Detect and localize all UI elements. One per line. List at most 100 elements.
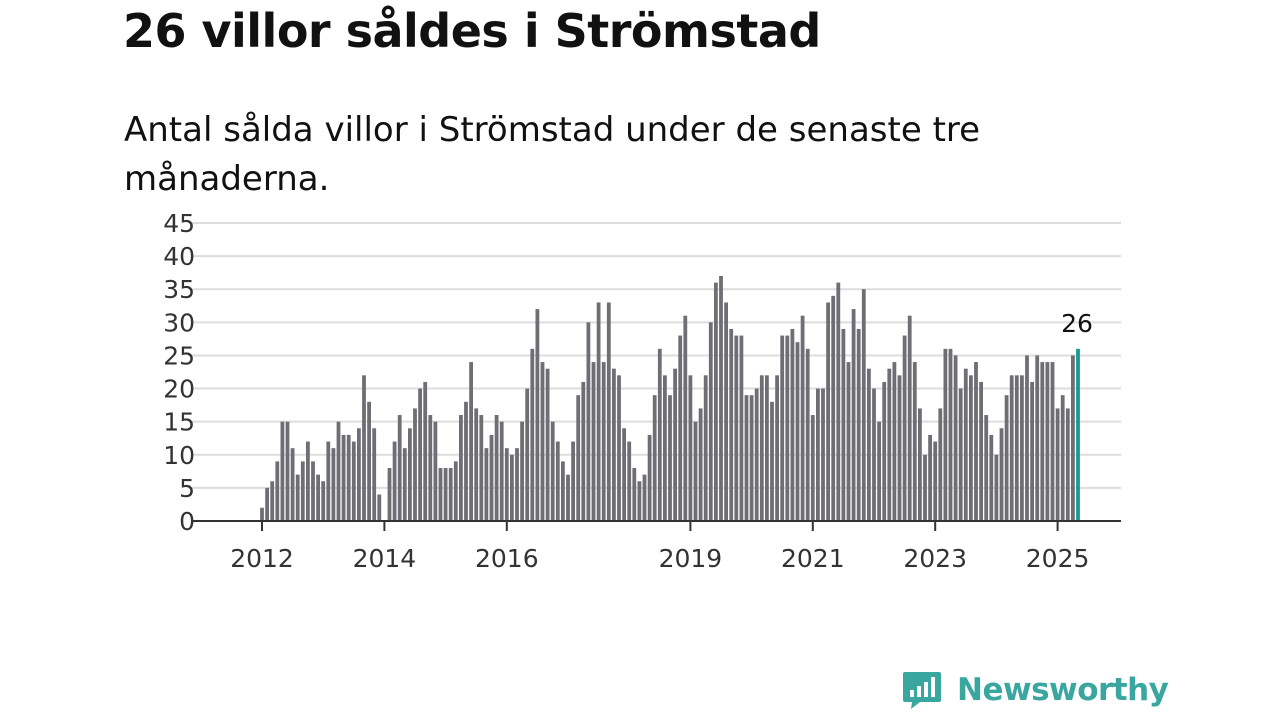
bar bbox=[1020, 375, 1024, 521]
bar bbox=[280, 421, 285, 521]
bar bbox=[795, 342, 800, 521]
bar bbox=[275, 461, 280, 521]
bar bbox=[810, 415, 815, 521]
bar bbox=[1045, 362, 1050, 521]
bar bbox=[1050, 362, 1055, 521]
bar bbox=[887, 368, 892, 521]
bar bbox=[566, 474, 570, 521]
bar bbox=[739, 335, 744, 521]
bar bbox=[918, 408, 922, 521]
bar bbox=[576, 395, 581, 521]
bar bbox=[902, 335, 907, 521]
bar bbox=[703, 375, 708, 521]
bar bbox=[489, 434, 494, 521]
bar bbox=[397, 415, 402, 521]
bar bbox=[775, 375, 779, 521]
bar bbox=[770, 401, 774, 521]
bar bbox=[912, 362, 917, 521]
bar bbox=[423, 381, 428, 521]
bar bbox=[989, 434, 994, 521]
bar bbox=[459, 415, 463, 521]
bar bbox=[362, 375, 366, 521]
bar bbox=[826, 302, 830, 521]
bar bbox=[408, 428, 412, 521]
bar bbox=[428, 415, 433, 521]
bar bbox=[856, 328, 861, 521]
bar bbox=[663, 375, 667, 521]
bar bbox=[260, 507, 264, 521]
bar bbox=[759, 375, 764, 521]
bar bbox=[321, 481, 326, 521]
x-tick-label: 2023 bbox=[903, 544, 967, 573]
bar bbox=[525, 388, 530, 521]
bar bbox=[479, 415, 484, 521]
bar bbox=[836, 282, 841, 521]
bar bbox=[306, 441, 310, 521]
bar bbox=[1040, 362, 1045, 521]
bar bbox=[861, 289, 866, 521]
bar bbox=[433, 421, 438, 521]
bar bbox=[346, 434, 351, 521]
x-axis-labels: 2012 2014 2016 2019 2021 2023 2025 bbox=[230, 521, 1089, 573]
x-tick-label: 2014 bbox=[353, 544, 417, 573]
y-tick-label: 20 bbox=[163, 375, 195, 404]
bar bbox=[754, 388, 759, 521]
bar bbox=[617, 375, 621, 521]
bar bbox=[851, 309, 856, 521]
newsworthy-logo[interactable]: Newsworthy bbox=[902, 670, 1169, 710]
bar bbox=[550, 421, 555, 521]
bar bbox=[708, 322, 713, 521]
bar bbox=[530, 348, 535, 521]
bar bbox=[877, 421, 881, 521]
bar bbox=[499, 421, 504, 521]
bar bbox=[316, 474, 320, 521]
bar bbox=[729, 328, 734, 521]
y-tick-label: 0 bbox=[179, 507, 195, 536]
last-value-label: 26 bbox=[1061, 309, 1093, 338]
x-tick-label: 2019 bbox=[659, 544, 723, 573]
y-tick-label: 5 bbox=[179, 474, 195, 503]
x-tick-label: 2021 bbox=[781, 544, 845, 573]
bar bbox=[816, 388, 820, 521]
bar bbox=[357, 428, 361, 521]
y-axis-labels: 0 5 10 15 20 25 30 35 40 45 bbox=[163, 209, 195, 536]
bar bbox=[698, 408, 703, 521]
bar bbox=[1065, 408, 1070, 521]
bar bbox=[413, 408, 417, 521]
bar bbox=[290, 448, 295, 521]
bar bbox=[765, 375, 769, 521]
bar bbox=[800, 315, 805, 521]
bar bbox=[928, 434, 932, 521]
bar bbox=[520, 421, 524, 521]
y-tick-label: 45 bbox=[163, 209, 195, 238]
y-tick-label: 30 bbox=[163, 308, 195, 337]
brand-name: Newsworthy bbox=[957, 672, 1169, 708]
bar bbox=[474, 408, 479, 521]
bar bbox=[265, 487, 269, 521]
bar bbox=[341, 434, 346, 521]
bar bbox=[780, 335, 785, 521]
bar bbox=[974, 362, 978, 521]
bar bbox=[673, 368, 677, 521]
bar bbox=[642, 474, 647, 521]
bar bbox=[953, 355, 958, 521]
bar bbox=[1060, 395, 1065, 521]
bar bbox=[948, 348, 953, 521]
bar bbox=[1004, 395, 1009, 521]
bar bbox=[448, 468, 453, 521]
x-tick-label: 2012 bbox=[230, 544, 294, 573]
bar bbox=[464, 401, 468, 521]
bar bbox=[943, 348, 948, 521]
bar bbox=[392, 441, 397, 521]
bar bbox=[540, 362, 545, 521]
bar bbox=[372, 428, 377, 521]
bar bbox=[652, 395, 657, 521]
bar bbox=[402, 448, 407, 521]
bar bbox=[331, 448, 336, 521]
bar bbox=[300, 461, 305, 521]
bar bbox=[601, 362, 606, 521]
bar bbox=[351, 441, 356, 521]
bar bbox=[606, 302, 611, 521]
bar bbox=[311, 461, 315, 521]
bar bbox=[821, 388, 825, 521]
